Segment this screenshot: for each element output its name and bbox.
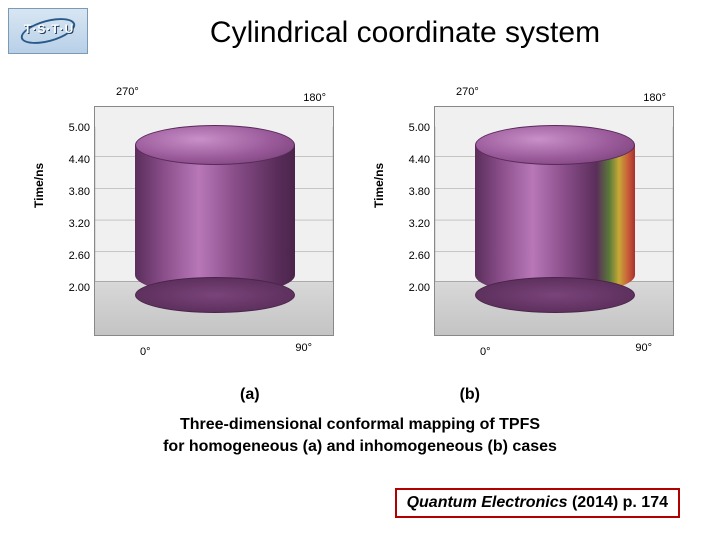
ytick: 2.60 bbox=[58, 250, 90, 262]
ytick: 2.60 bbox=[398, 250, 430, 262]
angle-label-270: 270° bbox=[456, 86, 479, 98]
ytick: 5.00 bbox=[398, 122, 430, 134]
logo-graphic: T·S·T·U bbox=[18, 16, 78, 46]
ytick: 2.00 bbox=[58, 282, 90, 294]
ytick: 4.40 bbox=[58, 154, 90, 166]
logo: T·S·T·U bbox=[8, 8, 88, 54]
figure-a: Time/ns 270° 180° 0° 90° 5.00 4.40 3.80 … bbox=[30, 78, 350, 368]
angle-label-180: 180° bbox=[303, 92, 326, 104]
ytick: 3.80 bbox=[398, 186, 430, 198]
ytick: 3.80 bbox=[58, 186, 90, 198]
angle-label-90: 90° bbox=[295, 342, 312, 354]
plot-box-a bbox=[94, 106, 334, 336]
angle-label-0: 0° bbox=[140, 346, 151, 358]
angle-label-0: 0° bbox=[480, 346, 491, 358]
angle-label-180: 180° bbox=[643, 92, 666, 104]
cylinder-a bbox=[135, 125, 295, 313]
angle-label-90: 90° bbox=[635, 342, 652, 354]
plot-box-b bbox=[434, 106, 674, 336]
logo-text: T·S·T·U bbox=[24, 22, 74, 36]
angle-label-270: 270° bbox=[116, 86, 139, 98]
ytick: 4.40 bbox=[398, 154, 430, 166]
ytick: 3.20 bbox=[398, 218, 430, 230]
citation-box: Quantum Electronics (2014) p. 174 bbox=[395, 488, 680, 518]
figure-b: Time/ns 270° 180° 0° 90° 5.00 4.40 3.80 … bbox=[370, 78, 690, 368]
cylinder-b bbox=[475, 125, 635, 313]
citation-rest: (2014) p. 174 bbox=[568, 494, 669, 511]
figure-label-row: (a) (b) bbox=[30, 386, 690, 404]
y-axis-label: Time/ns bbox=[372, 163, 386, 208]
caption-line-1: Three-dimensional conformal mapping of T… bbox=[180, 416, 540, 433]
page-title: Cylindrical coordinate system bbox=[110, 16, 700, 50]
ytick: 5.00 bbox=[58, 122, 90, 134]
caption: Three-dimensional conformal mapping of T… bbox=[0, 414, 720, 457]
caption-line-2: for homogeneous (a) and inhomogeneous (b… bbox=[163, 438, 557, 455]
figure-label-a: (a) bbox=[240, 386, 260, 404]
y-axis-label: Time/ns bbox=[32, 163, 46, 208]
figure-row: Time/ns 270° 180° 0° 90° 5.00 4.40 3.80 … bbox=[30, 78, 690, 378]
ytick: 2.00 bbox=[398, 282, 430, 294]
figure-label-b: (b) bbox=[460, 386, 480, 404]
ytick: 3.20 bbox=[58, 218, 90, 230]
citation-journal: Quantum Electronics bbox=[407, 494, 568, 511]
